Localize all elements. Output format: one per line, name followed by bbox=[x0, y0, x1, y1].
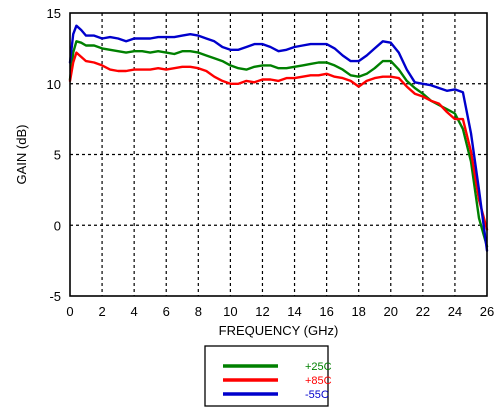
y-tick-label: -5 bbox=[49, 289, 61, 304]
x-tick-label: 8 bbox=[195, 304, 202, 319]
x-tick-label: 12 bbox=[255, 304, 269, 319]
y-tick-label: 15 bbox=[47, 6, 61, 21]
x-tick-label: 14 bbox=[287, 304, 301, 319]
y-tick-label: 10 bbox=[47, 77, 61, 92]
x-tick-label: 22 bbox=[416, 304, 430, 319]
x-tick-label: 26 bbox=[480, 304, 494, 319]
x-axis-title: FREQUENCY (GHz) bbox=[219, 323, 339, 338]
y-axis-title: GAIN (dB) bbox=[14, 125, 29, 185]
y-tick-label: 5 bbox=[54, 148, 61, 163]
x-tick-label: 0 bbox=[66, 304, 73, 319]
x-tick-label: 6 bbox=[163, 304, 170, 319]
grid bbox=[70, 13, 487, 296]
legend-label--55C: -55C bbox=[305, 389, 329, 401]
series-lines bbox=[68, 24, 489, 252]
legend-label-+85C: +85C bbox=[305, 375, 332, 387]
x-tick-label: 2 bbox=[98, 304, 105, 319]
x-tick-label: 16 bbox=[319, 304, 333, 319]
legend-label-+25C: +25C bbox=[305, 361, 332, 373]
legend: +25C +85C -55C bbox=[204, 345, 332, 407]
series-line-+25C bbox=[68, 40, 489, 248]
plot-area-frame bbox=[69, 12, 488, 297]
series-line--55C bbox=[68, 24, 489, 252]
x-tick-label: 24 bbox=[448, 304, 462, 319]
y-tick-label: 0 bbox=[54, 218, 61, 233]
series-line-+85C bbox=[68, 51, 489, 231]
x-tick-label: 4 bbox=[131, 304, 138, 319]
x-tick-label: 20 bbox=[384, 304, 398, 319]
x-tick-label: 18 bbox=[351, 304, 365, 319]
x-tick-label: 10 bbox=[223, 304, 237, 319]
legend-box bbox=[204, 345, 329, 407]
